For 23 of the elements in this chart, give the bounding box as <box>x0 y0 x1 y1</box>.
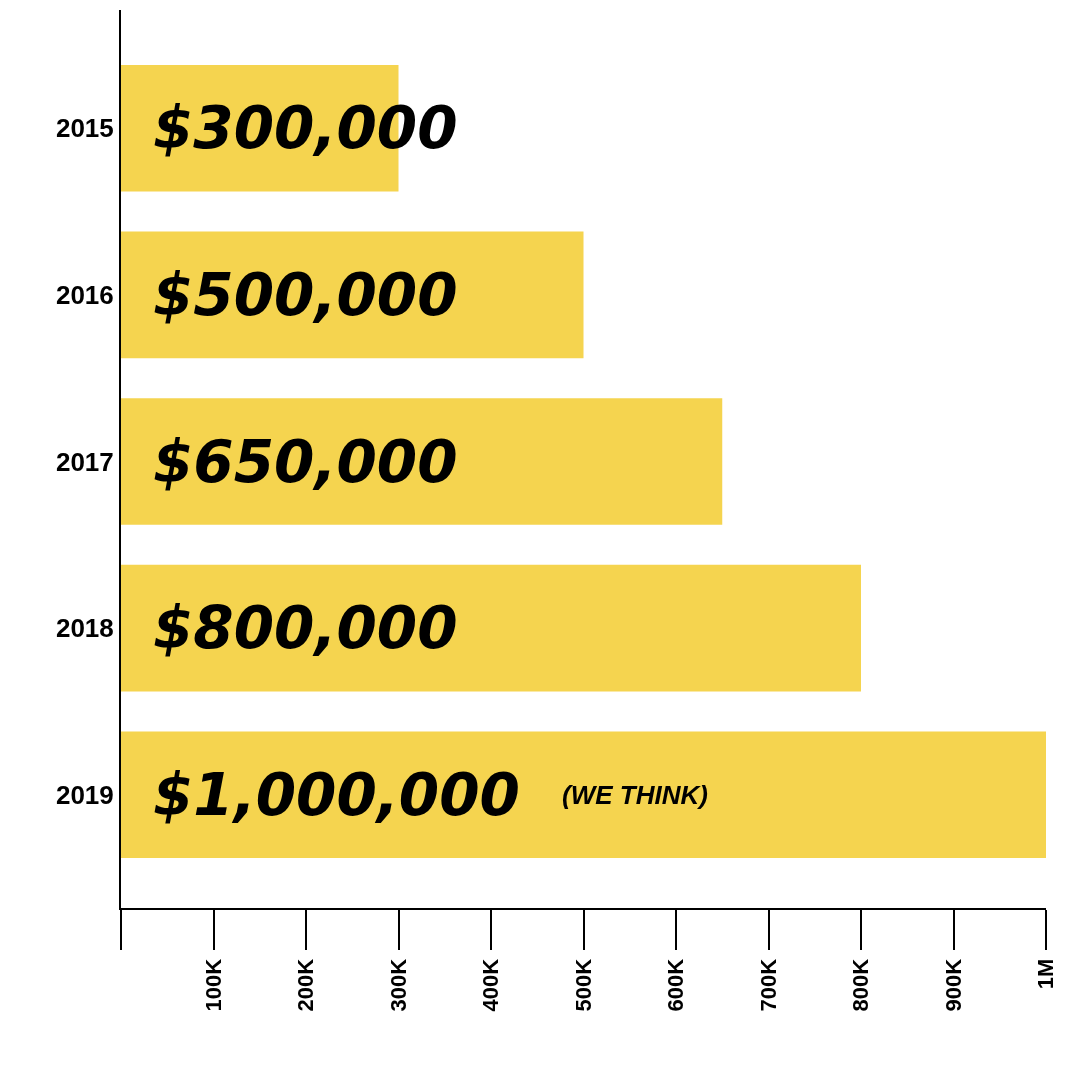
x-tick-label: 800K <box>848 958 874 1012</box>
data-label: $500,000 <box>153 261 458 329</box>
x-tick-label: 100K <box>200 958 226 1012</box>
bar <box>121 731 1046 859</box>
bar <box>121 564 861 692</box>
x-tick-label: 700K <box>755 958 781 1012</box>
x-tick-label: 600K <box>663 958 689 1012</box>
data-label: $1,000,000 <box>153 761 520 829</box>
bar <box>121 398 723 525</box>
x-tick-label: 1M <box>1033 958 1059 990</box>
x-tick-label: 900K <box>940 958 966 1012</box>
x-tick-label: 200K <box>293 958 319 1012</box>
y-tick-label: 2019 <box>55 779 114 810</box>
data-label: $800,000 <box>153 594 458 662</box>
data-label: $650,000 <box>153 428 458 496</box>
x-tick-label: 400K <box>478 958 504 1012</box>
x-tick-label: 300K <box>385 958 411 1012</box>
annotation: (WE THINK) <box>562 780 708 810</box>
y-tick-label: 2018 <box>55 613 114 644</box>
y-tick-label: 2016 <box>55 279 114 310</box>
y-tick-label: 2015 <box>55 113 114 144</box>
x-tick-label: 500K <box>570 958 596 1012</box>
y-tick-label: 2017 <box>55 446 114 477</box>
